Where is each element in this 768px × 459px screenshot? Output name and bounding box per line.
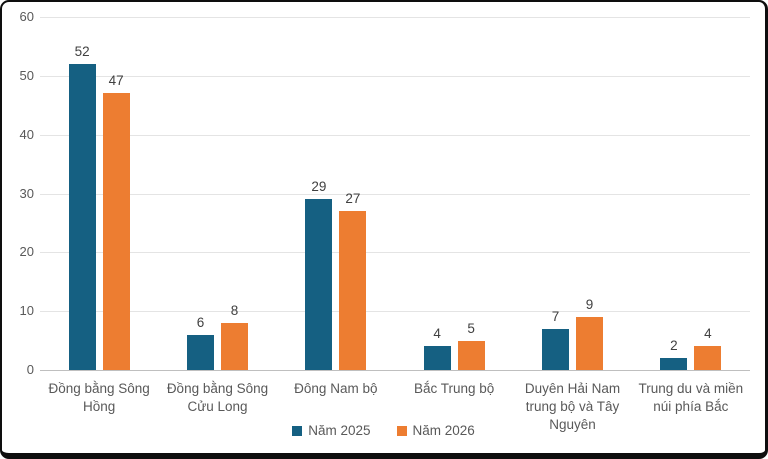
bar-năm-2026-cat0 bbox=[102, 93, 130, 370]
value-label: 52 bbox=[74, 44, 90, 60]
legend-item-2025: Năm 2025 bbox=[292, 423, 371, 438]
bar-năm-2025-cat5 bbox=[660, 358, 688, 370]
bar-năm-2026-cat5 bbox=[694, 346, 722, 370]
category-label-0: Đồng bằng Sông Hồng bbox=[48, 381, 150, 415]
bar-năm-2025-cat1 bbox=[187, 334, 214, 370]
value-label: 6 bbox=[196, 314, 205, 330]
bar-năm-2026-cat4 bbox=[576, 317, 603, 370]
value-label: 4 bbox=[433, 326, 441, 342]
category-axis: Đồng bằng Sông Hồng Đồng bằng Sông Cửu Lo… bbox=[2, 376, 765, 432]
plot-area: 0 10 20 30 40 50 60 52 47 6 8 29 27 4 5 7 9 2 4 bbox=[2, 2, 765, 377]
y-axis-label-40: 40 bbox=[19, 126, 34, 142]
category-label-4: Duyên Hải Nam trung bộ và Tây Nguyên bbox=[524, 381, 621, 433]
value-label: 4 bbox=[704, 326, 712, 342]
y-axis-label-30: 30 bbox=[19, 185, 34, 201]
gridline-10 bbox=[40, 311, 750, 313]
y-axis-label-50: 50 bbox=[19, 67, 34, 83]
legend-item-2026: Năm 2026 bbox=[396, 423, 475, 438]
category-label-1: Đồng bằng Sông Cửu Long bbox=[166, 381, 269, 415]
legend-label-2025: Năm 2025 bbox=[308, 423, 371, 438]
y-axis-label-0: 0 bbox=[26, 362, 34, 377]
value-label: 9 bbox=[585, 297, 594, 313]
legend-swatch-2025 bbox=[292, 425, 303, 436]
category-label-3: Bắc Trung bộ bbox=[414, 381, 495, 396]
gridline-30 bbox=[40, 193, 750, 195]
gridline-50 bbox=[40, 75, 750, 77]
bar-năm-2026-cat1 bbox=[221, 322, 248, 370]
gridline-60 bbox=[40, 17, 750, 18]
bar-năm-2025-cat0 bbox=[68, 64, 96, 370]
legend-label-2026: Năm 2026 bbox=[412, 423, 475, 438]
bar-năm-2026-cat2 bbox=[339, 211, 367, 370]
value-label: 29 bbox=[311, 179, 327, 195]
bar-năm-2025-cat4 bbox=[542, 328, 569, 370]
category-label-2: Đông Nam bộ bbox=[294, 381, 378, 396]
category-label-5: Trung du và miền núi phía Bắc bbox=[638, 381, 744, 415]
value-label: 2 bbox=[670, 338, 678, 354]
legend-swatch-2026 bbox=[396, 425, 407, 436]
bar-năm-2025-cat3 bbox=[423, 346, 451, 370]
bar-năm-2025-cat2 bbox=[305, 199, 333, 370]
y-axis-label-10: 10 bbox=[19, 303, 34, 319]
gridline-0 bbox=[40, 370, 750, 371]
value-label: 47 bbox=[108, 73, 124, 89]
value-label: 5 bbox=[467, 320, 475, 336]
y-axis-label-20: 20 bbox=[19, 244, 34, 260]
value-label: 27 bbox=[345, 191, 361, 207]
gridline-20 bbox=[40, 252, 750, 254]
gridline-40 bbox=[40, 134, 750, 136]
bar-năm-2026-cat3 bbox=[457, 340, 485, 370]
value-label: 8 bbox=[230, 302, 239, 318]
legend: Năm 2025 Năm 2026 bbox=[2, 423, 765, 438]
value-label: 7 bbox=[551, 308, 560, 324]
y-axis-label-60: 60 bbox=[19, 9, 34, 24]
